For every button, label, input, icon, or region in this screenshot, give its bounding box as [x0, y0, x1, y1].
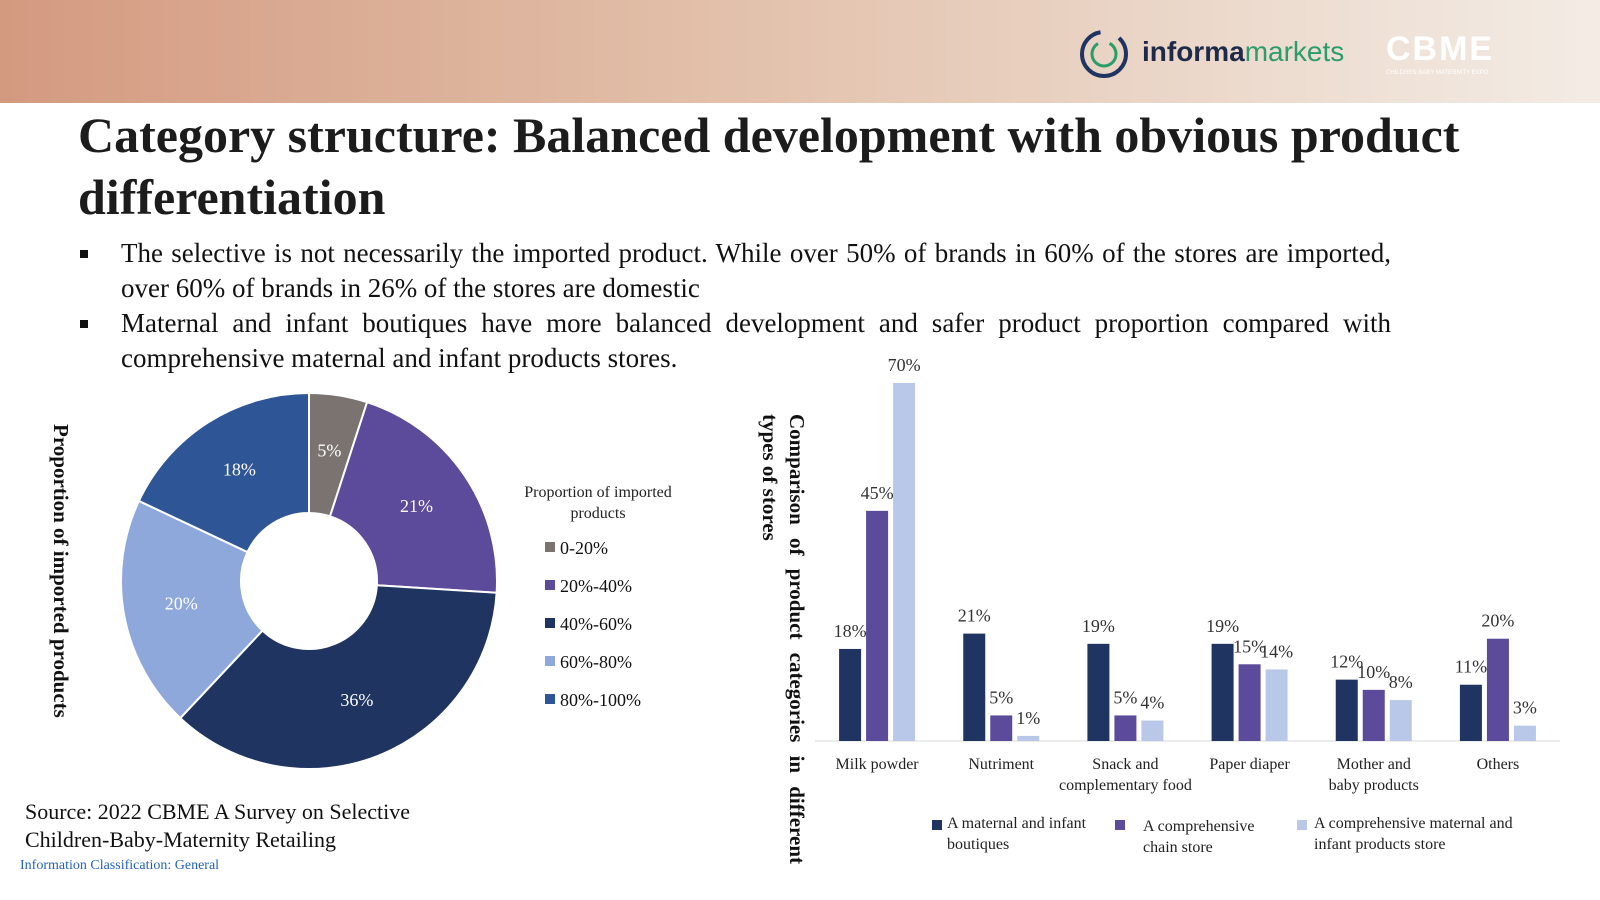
bar-value-label: 12%: [1330, 652, 1363, 672]
pie-slice: [120, 499, 264, 720]
bar: [1513, 725, 1536, 741]
bar: [893, 383, 916, 741]
bar: [866, 510, 889, 741]
legend-swatch: [545, 694, 555, 704]
bar-value-label: 4%: [1140, 693, 1164, 713]
bar-value-label: 45%: [861, 483, 894, 503]
bar-value-label: 10%: [1357, 662, 1390, 682]
legend-swatch: [545, 542, 555, 552]
legend-label: A maternal and infant boutiques: [947, 815, 1087, 853]
legend-label: 0-20%: [560, 538, 608, 558]
bar-value-label: 5%: [1113, 687, 1137, 707]
legend-label: 20%-40%: [560, 576, 632, 596]
legend-swatch: [545, 618, 555, 628]
logo-informa-markets: informamarkets: [1142, 36, 1344, 68]
pie-title: Proportion of imported products: [49, 424, 73, 718]
slice-label: 36%: [340, 690, 373, 710]
bar-value-label: 11%: [1455, 657, 1487, 677]
bar: [1087, 643, 1110, 741]
bar-value-label: 19%: [1206, 616, 1239, 636]
legend-swatch: [545, 580, 555, 590]
bullet-text: Maternal and infant boutiques have more …: [121, 308, 1391, 373]
bullet-dot: [80, 250, 88, 258]
legend-swatch: [932, 820, 942, 830]
x-tick-label: Snack and complementary food: [1058, 756, 1192, 794]
legend-label: 80%-100%: [560, 690, 641, 710]
legend-label: A comprehensive maternal and infant prod…: [1314, 815, 1513, 853]
slice-label: 18%: [223, 459, 256, 479]
pie-slice: [178, 584, 498, 770]
bar-value-label: 19%: [1082, 616, 1115, 636]
logo-cbme-tagline: CHILDREN BABY MATERNITY EXPO: [1386, 70, 1489, 76]
bullet-dot: [80, 320, 88, 328]
slice-label: 21%: [400, 496, 433, 516]
logo-icon: [1080, 30, 1128, 78]
bar-value-label: 18%: [834, 621, 867, 641]
bar-title: Comparison of product categories in diff…: [758, 414, 809, 864]
logo-informa: informa: [1142, 36, 1245, 67]
bar: [1389, 700, 1412, 741]
legend-label: 40%-60%: [560, 614, 632, 634]
logo-cbme: CBME: [1386, 30, 1495, 68]
bar-value-label: 8%: [1389, 672, 1413, 692]
bullet-text: The selective is not necessarily the imp…: [121, 238, 1391, 303]
legend-title: Proportion of imported products: [524, 484, 672, 522]
bar-value-label: 1%: [1016, 708, 1040, 728]
legend-label: 60%-80%: [560, 652, 632, 672]
bar: [839, 648, 862, 741]
header-band: [0, 0, 1600, 103]
pie-slice: [328, 400, 498, 594]
legend-swatch: [1297, 820, 1307, 830]
x-tick-label: Milk powder: [835, 756, 919, 773]
bar: [1362, 689, 1385, 741]
bar: [1141, 720, 1164, 741]
bar: [1459, 684, 1482, 741]
slide-title: Category structure: Balanced development…: [78, 107, 1460, 225]
legend-label: A comprehensive chain store: [1143, 818, 1255, 856]
x-tick-label: Paper diaper: [1209, 756, 1290, 773]
source-note: Source: 2022 CBME A Survey on Selective …: [25, 799, 410, 852]
bar: [1265, 669, 1288, 741]
legend-swatch: [545, 656, 555, 666]
pie-slice: [137, 391, 310, 554]
bar-value-label: 5%: [989, 687, 1013, 707]
bar-value-label: 21%: [958, 606, 991, 626]
classification: Information Classification: General: [20, 858, 220, 873]
bar-value-label: 15%: [1233, 636, 1266, 656]
logo-icon-inner: [1090, 40, 1118, 68]
bar: [1114, 715, 1137, 741]
logo-markets: markets: [1244, 36, 1345, 67]
bar-value-label: 20%: [1481, 611, 1514, 631]
bar-value-label: 3%: [1513, 698, 1537, 718]
bar-value-label: 70%: [888, 355, 921, 375]
bar: [1017, 735, 1040, 741]
x-tick-label: Mother and baby products: [1328, 756, 1419, 794]
slice-label: 5%: [317, 441, 341, 461]
legend-swatch: [1115, 820, 1125, 830]
x-tick-label: Others: [1476, 756, 1520, 773]
bar: [963, 633, 986, 741]
bar-value-label: 14%: [1260, 641, 1293, 661]
bar: [1486, 638, 1509, 741]
bar: [1238, 664, 1261, 741]
bar: [1335, 679, 1358, 741]
bar: [990, 715, 1013, 741]
bar: [1211, 643, 1234, 741]
slice-label: 20%: [165, 593, 198, 613]
x-tick-label: Nutriment: [968, 756, 1035, 773]
